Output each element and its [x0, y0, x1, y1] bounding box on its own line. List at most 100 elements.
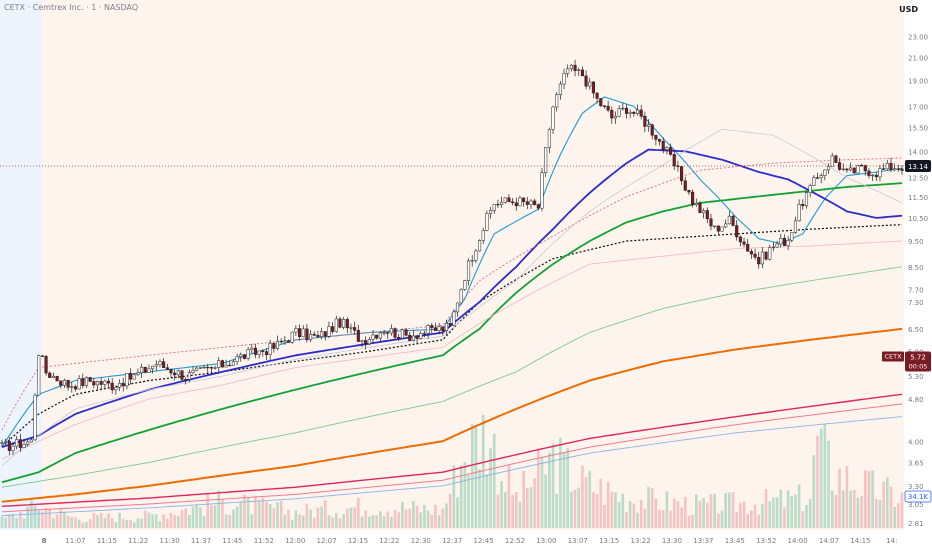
candle-body — [500, 202, 504, 205]
candle-body — [709, 218, 713, 227]
volume-bar — [548, 452, 551, 528]
volume-bar — [808, 498, 812, 528]
volume-bar — [485, 474, 489, 528]
candle-body — [246, 349, 250, 359]
x-tick-label: 13:00 — [536, 537, 556, 545]
candle-body — [84, 377, 89, 386]
volume-bar — [331, 517, 334, 528]
volume-bar — [783, 507, 786, 528]
volume-bar — [456, 497, 459, 528]
volume-bar — [669, 510, 672, 528]
volume-bar — [794, 494, 797, 528]
candle-body — [327, 326, 331, 337]
candle-body — [360, 340, 364, 342]
volume-bar — [290, 519, 294, 528]
candle-body — [239, 354, 243, 357]
candle-body — [397, 337, 401, 339]
overlay-ema9 — [1, 96, 903, 448]
overlay-ma-red-2 — [1, 403, 903, 513]
candle-body — [286, 340, 291, 343]
x-tick-label: 12:22 — [379, 537, 399, 545]
x-tick-label: 13:37 — [693, 537, 713, 545]
volume-bar — [882, 481, 885, 528]
volume-bar — [728, 492, 731, 528]
currency-label[interactable]: USD — [899, 5, 918, 14]
volume-bar — [48, 508, 52, 528]
candle-body — [162, 361, 166, 368]
time-axis[interactable]: 8 11:07 11:15 11:22 11:30 11:37 11:45 11:52 12:0… — [42, 537, 898, 545]
candle-body — [613, 115, 618, 119]
volume-bar — [654, 498, 658, 528]
volume-bar — [555, 493, 558, 528]
volume-bar — [419, 512, 423, 528]
volume-bar — [305, 503, 309, 528]
candle-body — [305, 328, 309, 341]
volume-bar — [140, 518, 143, 528]
volume-bar — [863, 470, 867, 528]
overlay-ema50 — [1, 182, 903, 484]
volume-bar — [257, 500, 261, 528]
candle-body — [309, 334, 313, 341]
candle-body — [195, 367, 199, 371]
candle-body — [132, 374, 136, 380]
volume-bar — [88, 519, 92, 528]
volume-bar — [871, 470, 874, 528]
x-tick-label: 14:15 — [850, 537, 870, 545]
volume-bar — [136, 518, 140, 528]
price-axis[interactable]: 23.00 21.00 19.00 17.00 15.50 14.00 12.50 11.50… — [908, 33, 928, 528]
volume-bar — [408, 508, 412, 528]
volume-bar — [250, 514, 254, 528]
candle-body — [760, 251, 764, 265]
y-tick-label: 15.50 — [908, 125, 928, 133]
volume-bar — [360, 516, 364, 528]
volume-bar — [162, 514, 165, 528]
candle-body — [331, 326, 335, 332]
volume-bar — [41, 511, 44, 528]
volume-bar — [830, 490, 834, 528]
candle-body — [209, 367, 213, 369]
candle-body — [691, 191, 695, 205]
candle-body — [353, 327, 357, 331]
candle-body — [62, 379, 66, 386]
volume-bar — [694, 494, 698, 528]
volume-bar — [867, 470, 871, 528]
candle-body — [735, 225, 739, 238]
volume-bar — [639, 500, 643, 528]
candle-body — [356, 330, 360, 342]
volume-bar — [346, 508, 349, 528]
y-tick-label: 6.50 — [908, 326, 924, 334]
volume-bar — [0, 516, 4, 528]
volume-bar — [573, 489, 577, 528]
candle-body — [830, 155, 834, 167]
candle-body — [99, 381, 103, 385]
volume-bar — [243, 494, 246, 528]
candle-body — [551, 106, 555, 130]
candle-body — [154, 364, 158, 367]
volume-bar — [893, 506, 896, 528]
candle-body — [481, 230, 485, 241]
volume-bar — [103, 518, 107, 528]
candle-body — [169, 369, 173, 374]
candle-body — [812, 177, 816, 186]
x-tick-label: 13:52 — [756, 537, 776, 545]
volume-bar — [154, 514, 158, 528]
candle-body — [88, 377, 92, 382]
volume-bar — [26, 506, 30, 528]
candle-body — [801, 203, 805, 207]
volume-bar — [827, 440, 830, 528]
volume-bar — [368, 516, 371, 528]
candle-body — [334, 318, 338, 332]
volume-bar — [327, 515, 331, 528]
candle-body — [522, 197, 526, 202]
candle-body — [753, 253, 757, 258]
volume-bar — [334, 512, 338, 528]
y-tick-label: 8.50 — [908, 264, 924, 272]
candle-body — [158, 361, 162, 365]
volume-bar — [99, 512, 103, 528]
volume-bar — [790, 496, 794, 528]
volume-bar — [15, 518, 18, 528]
volume-bar — [900, 492, 904, 528]
candle-body — [893, 168, 897, 171]
y-tick-label: 7.30 — [908, 299, 924, 307]
